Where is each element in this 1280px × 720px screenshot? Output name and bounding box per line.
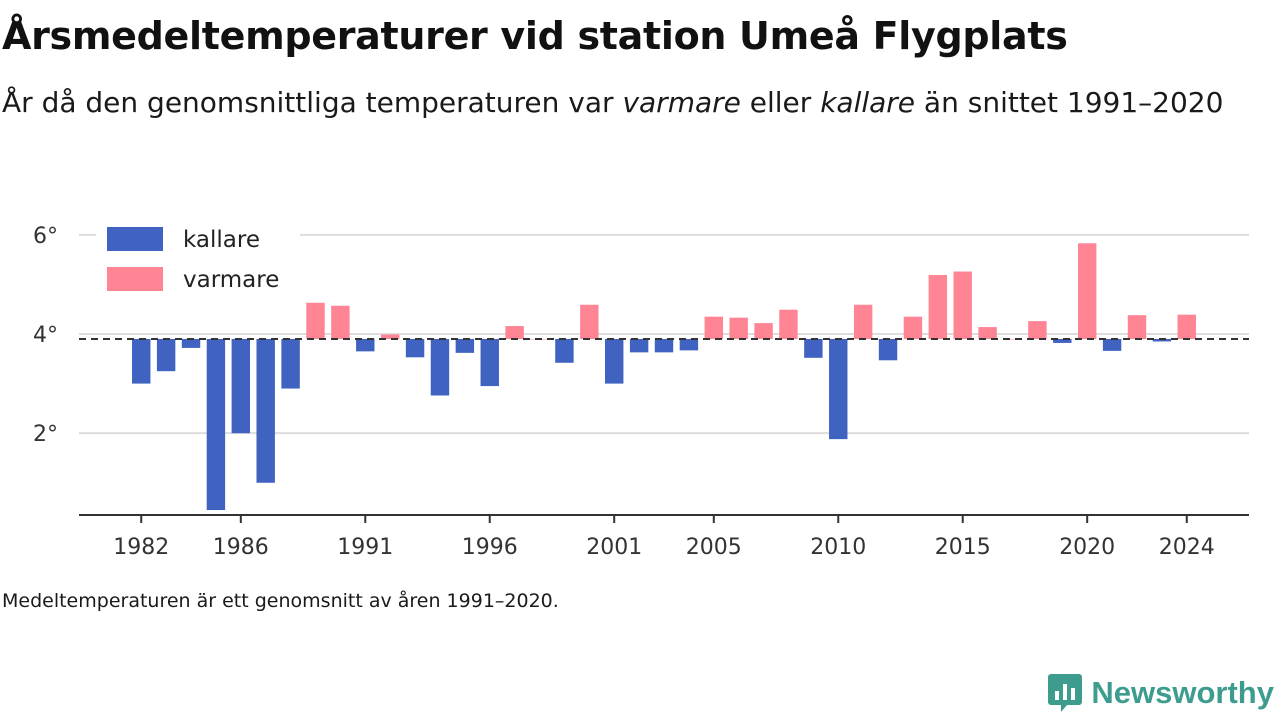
bar-2007 [754,323,773,339]
bar-2001 [605,338,624,384]
bar-1984 [181,338,201,348]
bar-2022 [1127,315,1147,339]
bar-1983 [156,338,176,372]
x-tick-label: 2001 [586,535,642,560]
subtitle-part1: År då den genomsnittliga temperaturen va… [2,86,623,119]
chart-subtitle: År då den genomsnittliga temperaturen va… [2,82,1242,124]
bar-1985 [206,338,226,511]
bar-1996 [480,338,499,387]
subtitle-warm-word: varmare [622,86,741,119]
y-tick-label: 6° [33,224,58,249]
x-tick-label: 1986 [213,535,269,560]
bar-2024 [1177,314,1196,339]
legend: kallare varmare [96,217,300,301]
bar-1987 [256,338,275,483]
legend-swatch-colder [107,227,163,251]
bar-1997 [505,326,524,339]
legend-label-colder: kallare [183,227,260,253]
x-tick-label: 1982 [113,535,169,560]
x-tick-label: 2020 [1059,535,1115,560]
bar-1994 [430,338,450,396]
bar-2012 [878,338,898,361]
bar-1989 [306,302,325,339]
bar-1991 [356,338,375,352]
legend-label-warmer: varmare [183,267,279,293]
bar-2006 [729,317,748,339]
bar-2002 [629,338,649,353]
bar-2000 [580,304,599,339]
newsworthy-logo-icon [1048,674,1083,712]
bar-2019 [1053,338,1072,343]
y-tick-label: 4° [33,323,58,348]
x-tick-label: 1996 [462,535,518,560]
bar-2011 [853,304,873,339]
bar-1999 [555,338,574,363]
bar-1995 [455,338,475,353]
x-tick-label: 2024 [1159,535,1215,560]
x-tick-label: 2005 [686,535,742,560]
subtitle-part2: eller [740,86,821,119]
y-tick-label: 2° [33,422,58,447]
bar-1986 [231,338,251,434]
bar-2005 [704,316,723,339]
axes: 2° 4° 6° 1982 1986 1991 1996 2001 2005 2010 2015 20… [33,224,1249,560]
bar-2015 [953,271,972,339]
legend-swatch-warmer [107,267,163,291]
bar-2010 [829,338,848,440]
bar-1992 [380,334,400,339]
chart-title: Årsmedeltemperaturer vid station Umeå Fl… [2,14,1068,58]
bar-2018 [1028,321,1047,339]
brand-name: Newsworthy [1091,675,1274,710]
x-tick-label: 2010 [810,535,866,560]
bar-1988 [281,338,300,389]
bar-2014 [928,275,948,339]
bar-2003 [654,338,674,353]
footnote: Medeltemperaturen är ett genomsnitt av å… [2,590,559,612]
bar-1982 [132,338,151,384]
bar-2008 [779,309,798,339]
temperature-bar-chart: 2° 4° 6° 1982 1986 1991 1996 2001 2005 2010 2015 20… [33,217,1249,560]
bar-2021 [1102,338,1122,351]
bar-2016 [978,327,997,339]
bar-2013 [903,316,923,339]
bar-1990 [331,305,350,339]
subtitle-part3: än snittet 1991–2020 [915,86,1224,119]
bar-2020 [1077,243,1097,339]
subtitle-cold-word: kallare [820,86,916,119]
bar-1993 [405,338,425,358]
bar-2017 [1003,338,1022,340]
x-tick-label: 2015 [935,535,991,560]
bars [132,243,1196,511]
x-tick-label: 1991 [337,535,393,560]
brand-logo: Newsworthy [1047,672,1274,714]
bar-2009 [804,338,823,358]
bar-2023 [1152,338,1172,342]
bar-2004 [679,338,699,351]
